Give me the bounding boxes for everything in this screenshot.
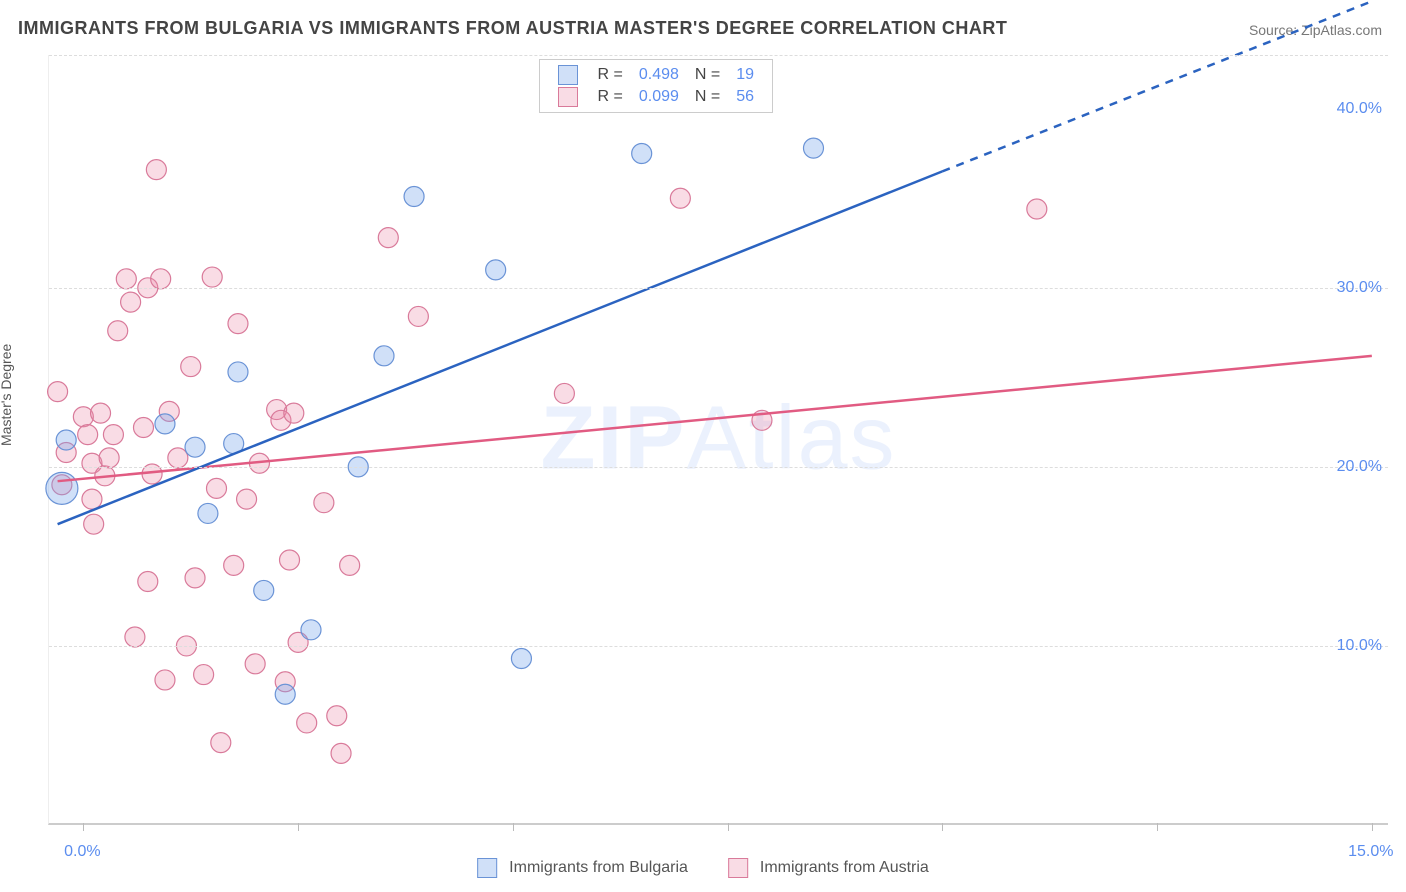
y-axis-label: Master's Degree: [0, 344, 14, 446]
point-austria: [297, 713, 317, 733]
point-austria: [78, 425, 98, 445]
x-tick: [1372, 823, 1373, 831]
gridline: [49, 646, 1388, 647]
plot-area: ZIPAtlas R = 0.498 N = 19 R = 0.099 N = …: [48, 55, 1388, 825]
point-austria: [245, 654, 265, 674]
point-bulgaria: [404, 186, 424, 206]
point-austria: [73, 407, 93, 427]
point-bulgaria: [275, 684, 295, 704]
x-tick-label: 0.0%: [64, 843, 100, 861]
point-austria: [378, 228, 398, 248]
series-legend: Immigrants from Bulgaria Immigrants from…: [477, 858, 929, 878]
point-austria: [155, 670, 175, 690]
legend-label: Immigrants from Bulgaria: [509, 859, 688, 877]
source-label: Source: ZipAtlas.com: [1249, 22, 1382, 38]
point-austria: [181, 357, 201, 377]
point-bulgaria: [301, 620, 321, 640]
point-austria: [48, 382, 68, 402]
point-austria: [125, 627, 145, 647]
point-austria: [280, 550, 300, 570]
point-austria: [108, 321, 128, 341]
scatter-svg: [49, 55, 1388, 823]
point-austria: [185, 568, 205, 588]
point-austria: [99, 448, 119, 468]
point-austria: [228, 314, 248, 334]
x-tick: [513, 823, 514, 831]
point-bulgaria: [374, 346, 394, 366]
point-austria: [116, 269, 136, 289]
point-austria: [408, 306, 428, 326]
point-austria: [670, 188, 690, 208]
gridline: [49, 288, 1388, 289]
point-austria: [151, 269, 171, 289]
point-austria: [211, 733, 231, 753]
regression-austria: [58, 356, 1372, 481]
point-bulgaria: [486, 260, 506, 280]
chart-title: IMMIGRANTS FROM BULGARIA VS IMMIGRANTS F…: [18, 18, 1007, 39]
x-tick: [83, 823, 84, 831]
x-tick: [298, 823, 299, 831]
x-tick: [942, 823, 943, 831]
point-austria: [168, 448, 188, 468]
swatch-austria: [728, 858, 748, 878]
regression-bulgaria: [58, 171, 943, 524]
point-austria: [82, 489, 102, 509]
point-bulgaria: [46, 472, 78, 504]
point-bulgaria: [228, 362, 248, 382]
point-austria: [84, 514, 104, 534]
legend-label: Immigrants from Austria: [760, 859, 929, 877]
y-tick-label: 30.0%: [1337, 279, 1382, 297]
point-bulgaria: [155, 414, 175, 434]
y-tick-label: 10.0%: [1337, 637, 1382, 655]
point-austria: [146, 160, 166, 180]
point-bulgaria: [803, 138, 823, 158]
point-bulgaria: [198, 503, 218, 523]
point-austria: [1027, 199, 1047, 219]
point-austria: [202, 267, 222, 287]
point-austria: [207, 478, 227, 498]
point-austria: [138, 571, 158, 591]
swatch-bulgaria: [477, 858, 497, 878]
point-austria: [237, 489, 257, 509]
point-austria: [314, 493, 334, 513]
point-austria: [103, 425, 123, 445]
point-bulgaria: [185, 437, 205, 457]
x-tick-label: 15.0%: [1348, 843, 1393, 861]
y-tick-label: 40.0%: [1337, 100, 1382, 118]
point-bulgaria: [254, 580, 274, 600]
point-austria: [224, 555, 244, 575]
point-austria: [327, 706, 347, 726]
point-austria: [331, 743, 351, 763]
gridline: [49, 467, 1388, 468]
x-tick: [1157, 823, 1158, 831]
point-austria: [194, 665, 214, 685]
point-austria: [133, 417, 153, 437]
point-austria: [121, 292, 141, 312]
point-bulgaria: [56, 430, 76, 450]
x-tick: [728, 823, 729, 831]
point-bulgaria: [632, 143, 652, 163]
legend-item-austria: Immigrants from Austria: [728, 858, 929, 878]
point-austria: [91, 403, 111, 423]
y-tick-label: 20.0%: [1337, 458, 1382, 476]
point-austria: [284, 403, 304, 423]
point-bulgaria: [511, 648, 531, 668]
gridline: [49, 55, 1388, 56]
point-austria: [554, 383, 574, 403]
legend-item-bulgaria: Immigrants from Bulgaria: [477, 858, 688, 878]
point-austria: [340, 555, 360, 575]
